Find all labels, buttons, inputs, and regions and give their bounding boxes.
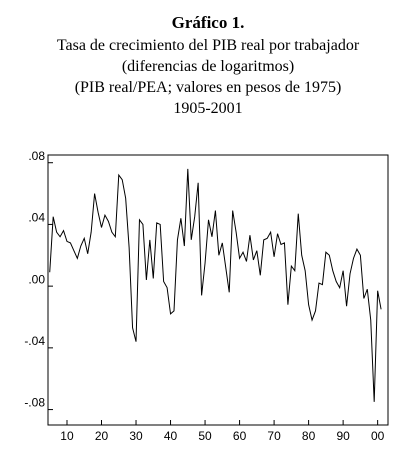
y-tick-label: .04	[28, 211, 45, 225]
x-tick-label: 10	[60, 429, 74, 443]
y-tick-label: .00	[28, 272, 45, 286]
x-tick-label: 30	[129, 429, 143, 443]
y-tick-label: -.08	[24, 396, 45, 410]
chart-subtitle: (PIB real/PEA; valores en pesos de 1975)	[75, 79, 342, 96]
chart-subtitle: (diferencias de logaritmos)	[122, 58, 294, 75]
x-tick-label: 90	[336, 429, 350, 443]
chart-subtitle: Tasa de crecimiento del PIB real por tra…	[57, 37, 360, 54]
x-tick-label: 80	[302, 429, 316, 443]
plot-frame	[47, 154, 389, 426]
x-tick-label: 00	[371, 429, 385, 443]
chart-title: Gráfico 1.	[172, 13, 245, 32]
x-tick-label: 20	[95, 429, 109, 443]
x-tick-label: 70	[267, 429, 281, 443]
y-tick-label: -.04	[24, 334, 45, 348]
data-line	[49, 168, 382, 402]
x-tick-label: 50	[198, 429, 212, 443]
x-tick-label: 40	[164, 429, 178, 443]
chart-subtitle: 1905-2001	[173, 100, 242, 117]
y-tick-label: .08	[28, 149, 45, 163]
x-tick-label: 60	[233, 429, 247, 443]
